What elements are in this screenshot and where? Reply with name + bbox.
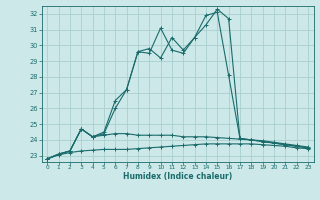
X-axis label: Humidex (Indice chaleur): Humidex (Indice chaleur)	[123, 172, 232, 181]
